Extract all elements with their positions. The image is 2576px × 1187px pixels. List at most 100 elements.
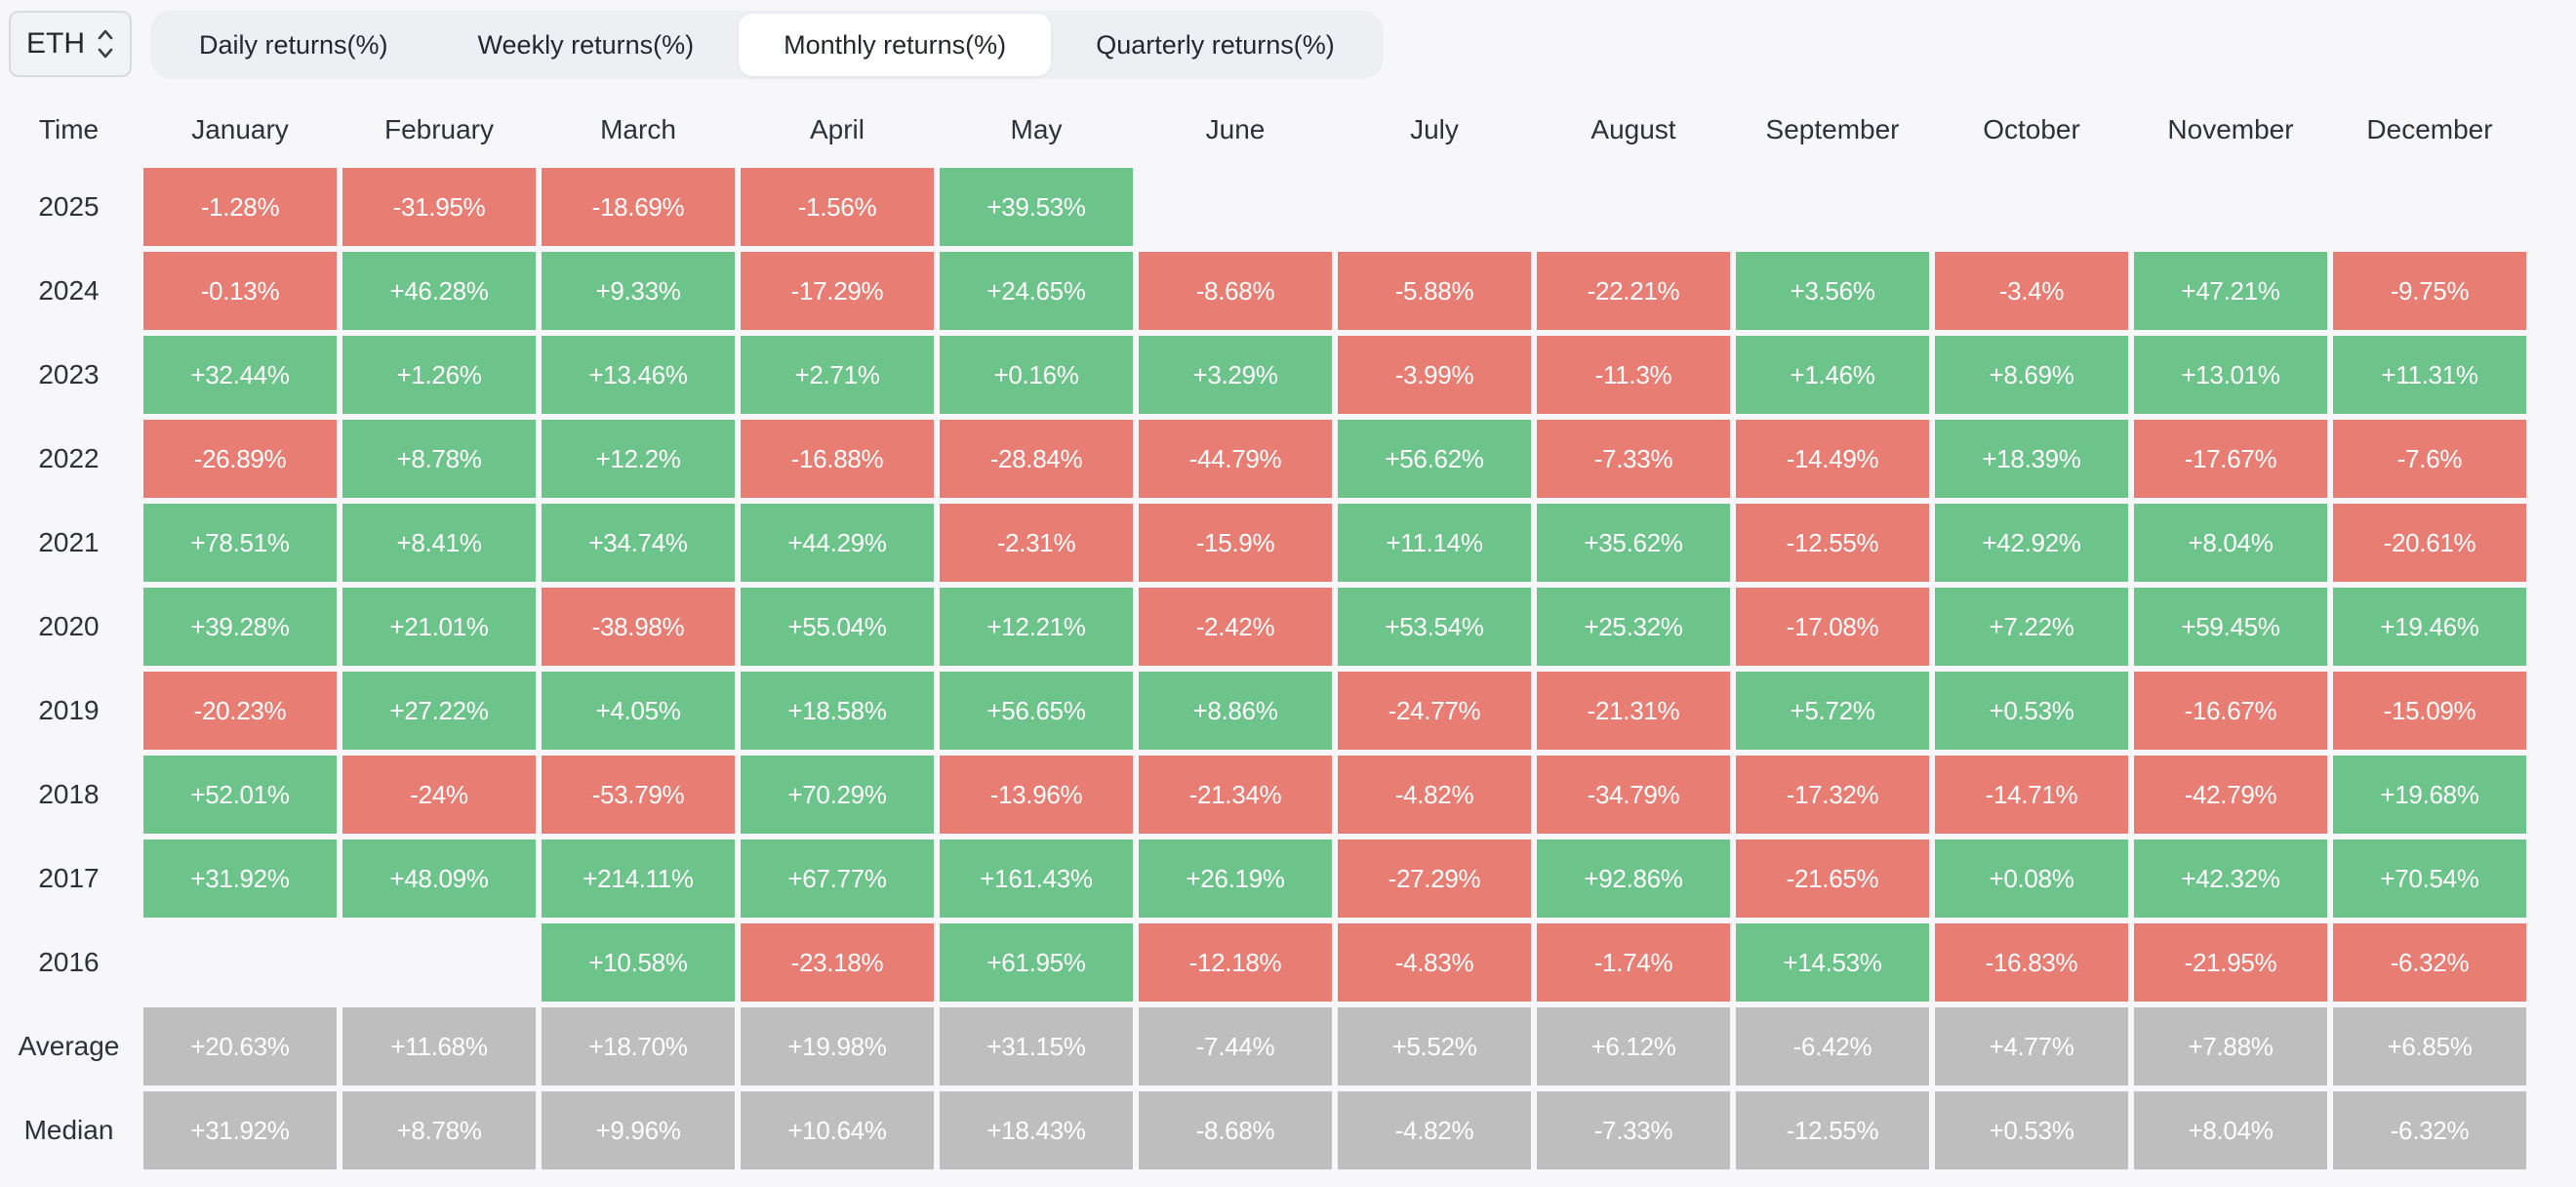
tab-quarterly-returns[interactable]: Quarterly returns(%) <box>1096 29 1335 60</box>
select-arrows-icon <box>97 27 114 61</box>
column-header-month: November <box>2167 114 2294 144</box>
column-header-month: May <box>1010 114 1063 144</box>
return-cell: -12.55% <box>1736 1091 1929 1169</box>
return-cell: +18.43% <box>940 1091 1133 1169</box>
return-cell: +13.01% <box>2134 336 2327 414</box>
return-cell: -27.29% <box>1338 839 1531 918</box>
return-cell: +27.22% <box>342 672 536 750</box>
return-cell: -4.82% <box>1338 1091 1531 1169</box>
return-cell: +44.29% <box>741 504 934 582</box>
return-cell: +70.29% <box>741 756 934 834</box>
return-cell: +10.64% <box>741 1091 934 1169</box>
return-cell: +13.46% <box>542 336 735 414</box>
column-header-month: February <box>383 114 495 144</box>
return-cell: -16.88% <box>741 420 934 498</box>
return-cell: -14.49% <box>1736 420 1929 498</box>
tab-monthly-returns[interactable]: Monthly returns(%) <box>739 14 1052 76</box>
return-cell: +3.56% <box>1736 252 1929 330</box>
return-cell: -0.13% <box>143 252 337 330</box>
return-cell: +11.68% <box>342 1007 536 1085</box>
return-cell: -34.79% <box>1537 756 1730 834</box>
row-label: 2019 <box>38 695 100 725</box>
return-cell: -15.9% <box>1139 504 1332 582</box>
return-cell: +2.71% <box>741 336 934 414</box>
return-cell: +1.46% <box>1736 336 1929 414</box>
return-cell: +8.04% <box>2134 1091 2327 1169</box>
row-label: 2021 <box>38 527 100 557</box>
return-cell: +8.78% <box>342 420 536 498</box>
return-cell: -17.29% <box>741 252 934 330</box>
return-cell: +8.04% <box>2134 504 2327 582</box>
return-cell: +48.09% <box>342 839 536 918</box>
return-cell: -1.28% <box>143 168 337 246</box>
return-cell: -17.08% <box>1736 588 1929 666</box>
return-cell: +12.21% <box>940 588 1133 666</box>
return-cell <box>143 923 337 1002</box>
column-header-month: July <box>1410 114 1459 144</box>
return-cell: +6.85% <box>2333 1007 2526 1085</box>
return-cell <box>1139 168 1332 246</box>
return-cell: -7.33% <box>1537 1091 1730 1169</box>
return-cell: +5.52% <box>1338 1007 1531 1085</box>
return-cell: -22.21% <box>1537 252 1730 330</box>
return-cell <box>1338 168 1531 246</box>
return-cell: -38.98% <box>542 588 735 666</box>
row-label: 2024 <box>38 275 100 306</box>
return-cell: -24% <box>342 756 536 834</box>
return-cell: +55.04% <box>741 588 934 666</box>
return-cell: +8.41% <box>342 504 536 582</box>
tab-weekly-returns[interactable]: Weekly returns(%) <box>477 29 695 60</box>
return-cell: -26.89% <box>143 420 337 498</box>
return-cell: +31.15% <box>940 1007 1133 1085</box>
return-cell: -7.33% <box>1537 420 1730 498</box>
return-cell: +8.86% <box>1139 672 1332 750</box>
return-cell: +0.08% <box>1935 839 2128 918</box>
return-cell: -24.77% <box>1338 672 1531 750</box>
column-header-time: Time <box>38 114 100 144</box>
return-cell: -12.55% <box>1736 504 1929 582</box>
return-cell: +18.70% <box>542 1007 735 1085</box>
return-cell <box>1935 168 2128 246</box>
return-cell: -17.32% <box>1736 756 1929 834</box>
return-cell: -8.68% <box>1139 1091 1332 1169</box>
return-cell: -2.42% <box>1139 588 1332 666</box>
return-cell: +0.16% <box>940 336 1133 414</box>
return-cell: +61.95% <box>940 923 1133 1002</box>
return-cell: -1.74% <box>1537 923 1730 1002</box>
return-cell: +9.33% <box>542 252 735 330</box>
asset-select[interactable]: ETH <box>9 11 132 77</box>
return-cell: +4.77% <box>1935 1007 2128 1085</box>
column-header-month: April <box>809 114 865 144</box>
return-cell: +26.19% <box>1139 839 1332 918</box>
return-cell: -3.4% <box>1935 252 2128 330</box>
return-cell <box>2134 168 2327 246</box>
return-cell: +11.31% <box>2333 336 2526 414</box>
tab-daily-returns[interactable]: Daily returns(%) <box>199 29 388 60</box>
return-cell: +19.46% <box>2333 588 2526 666</box>
row-label: Median <box>23 1115 114 1145</box>
return-cell: +14.53% <box>1736 923 1929 1002</box>
return-cell: -23.18% <box>741 923 934 1002</box>
return-cell: +19.98% <box>741 1007 934 1085</box>
return-cell: -4.83% <box>1338 923 1531 1002</box>
return-cell: +8.69% <box>1935 336 2128 414</box>
return-cell: -21.95% <box>2134 923 2327 1002</box>
column-header-month: August <box>1590 114 1676 144</box>
return-cell <box>2333 168 2526 246</box>
row-label: 2022 <box>38 443 100 473</box>
return-cell: +6.12% <box>1537 1007 1730 1085</box>
top-bar: ETH Daily returns(%) Weekly returns(%) M… <box>0 0 2576 87</box>
column-header-month: December <box>2366 114 2493 144</box>
row-label: 2023 <box>38 359 100 389</box>
return-cell: +46.28% <box>342 252 536 330</box>
return-cell: +31.92% <box>143 1091 337 1169</box>
return-cell: +3.29% <box>1139 336 1332 414</box>
return-cell: +39.53% <box>940 168 1133 246</box>
return-cell: -6.32% <box>2333 1091 2526 1169</box>
row-label: 2017 <box>38 863 100 893</box>
return-cell: -4.82% <box>1338 756 1531 834</box>
return-cell: +42.92% <box>1935 504 2128 582</box>
return-cell: +70.54% <box>2333 839 2526 918</box>
return-cell: +31.92% <box>143 839 337 918</box>
return-cell: +4.05% <box>542 672 735 750</box>
